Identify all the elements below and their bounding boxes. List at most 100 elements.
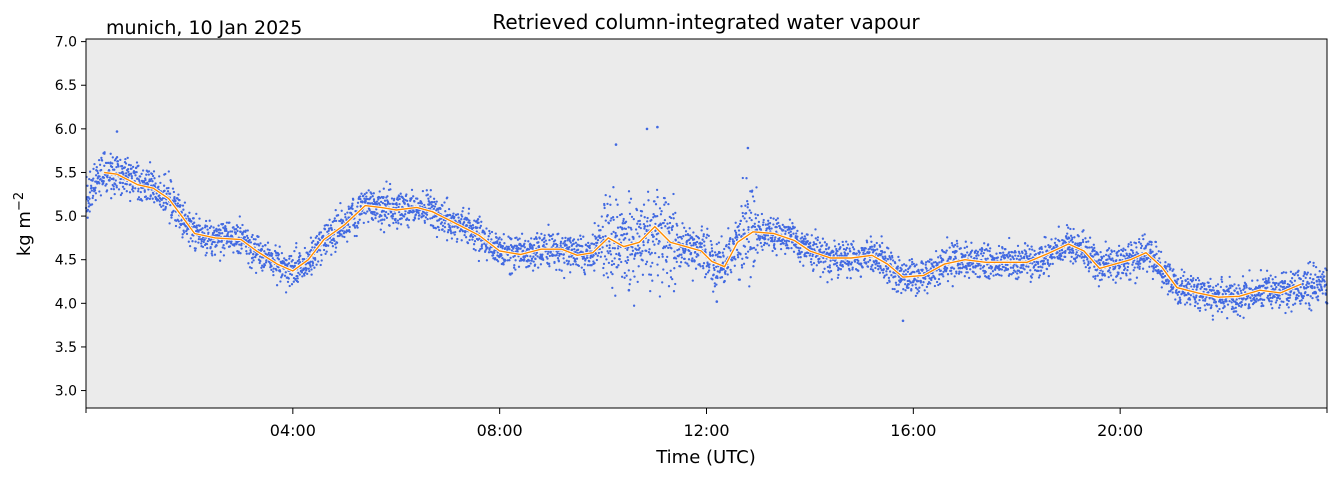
data-point (925, 267, 928, 270)
data-point (1138, 237, 1141, 241)
data-point (1099, 263, 1102, 266)
data-point (501, 247, 504, 250)
data-point (509, 256, 512, 260)
data-point (574, 260, 577, 263)
data-point (96, 172, 100, 175)
data-point (275, 254, 278, 257)
data-point (986, 249, 989, 252)
data-point (1109, 271, 1112, 274)
data-point (1236, 313, 1239, 316)
data-point (478, 215, 481, 218)
data-point (339, 201, 342, 205)
data-point (1053, 241, 1057, 245)
data-point (433, 215, 436, 218)
data-point (351, 202, 354, 205)
data-point (488, 232, 492, 235)
data-point (1154, 240, 1158, 244)
data-point (1249, 296, 1252, 300)
data-point (1183, 270, 1186, 274)
data-point (477, 221, 480, 224)
data-point (272, 270, 275, 273)
data-point (1169, 290, 1172, 293)
data-point (804, 243, 808, 246)
data-point (1207, 281, 1210, 284)
data-point (1117, 271, 1120, 274)
data-point (218, 234, 221, 237)
data-point (740, 266, 744, 269)
data-point (188, 244, 192, 248)
data-point (863, 249, 866, 252)
data-point (135, 166, 138, 169)
data-point (836, 276, 840, 279)
data-point (723, 279, 726, 283)
data-point (1113, 249, 1116, 253)
data-point (1038, 251, 1042, 254)
data-point (1140, 258, 1144, 261)
data-point (787, 247, 790, 250)
data-point (592, 254, 595, 257)
data-point (483, 242, 486, 245)
data-point (127, 170, 130, 174)
data-point (970, 241, 973, 244)
data-point (615, 234, 619, 237)
data-point (509, 243, 513, 247)
data-point (323, 228, 327, 231)
data-point (533, 237, 536, 241)
data-point (786, 228, 789, 231)
data-point (435, 235, 439, 239)
data-point (764, 223, 767, 226)
data-point (725, 243, 728, 247)
data-point (836, 249, 839, 253)
data-point (690, 244, 693, 247)
data-point (158, 203, 162, 206)
data-point (868, 251, 871, 254)
data-point (709, 254, 712, 257)
data-point (1082, 259, 1085, 262)
data-point (391, 217, 394, 220)
data-point (537, 266, 540, 269)
data-point (748, 216, 751, 220)
data-point (1198, 298, 1201, 302)
data-point (88, 191, 92, 194)
data-point (1180, 268, 1183, 271)
data-point (1133, 266, 1136, 269)
data-point (197, 230, 200, 233)
data-point (1226, 317, 1229, 320)
data-point (640, 210, 644, 213)
data-point (692, 238, 696, 241)
data-point (404, 213, 407, 216)
data-point (821, 237, 825, 240)
data-point (891, 259, 895, 262)
data-point (1031, 273, 1034, 276)
data-point (1073, 236, 1076, 239)
data-point (590, 264, 593, 267)
data-point (456, 213, 460, 216)
data-point (602, 266, 605, 270)
data-point (1166, 293, 1170, 296)
data-point (733, 264, 736, 267)
data-point (210, 250, 214, 253)
data-point (743, 245, 747, 248)
data-point (336, 234, 340, 238)
data-point (150, 177, 153, 181)
data-point (1072, 251, 1075, 254)
data-point (1262, 278, 1265, 281)
data-point (762, 218, 765, 222)
data-point (647, 251, 651, 254)
data-point (1210, 306, 1213, 309)
data-point (431, 204, 435, 208)
data-point (313, 256, 317, 260)
data-point (567, 248, 570, 251)
data-point (559, 242, 562, 245)
data-point (371, 218, 375, 222)
data-point (1092, 255, 1095, 258)
data-point (225, 229, 228, 233)
data-point (1197, 307, 1200, 310)
data-point (275, 284, 279, 287)
data-point (734, 231, 738, 234)
data-point (720, 276, 724, 279)
data-point (1262, 284, 1265, 287)
data-point (98, 175, 101, 178)
data-point (437, 226, 440, 229)
data-point (1243, 284, 1246, 287)
